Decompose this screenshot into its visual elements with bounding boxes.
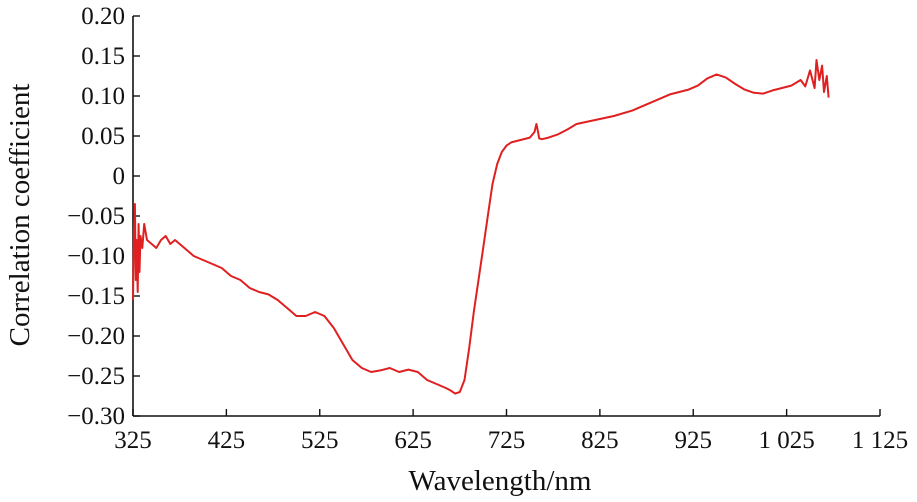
x-tick-label: 325	[114, 427, 152, 454]
x-tick-label: 625	[394, 427, 432, 454]
y-tick-label: 0.20	[81, 3, 125, 30]
x-tick-label: 925	[675, 427, 713, 454]
chart-axes	[132, 16, 880, 417]
y-tick-label: 0	[113, 163, 126, 190]
x-axis-title: Wavelength/nm	[409, 465, 592, 497]
x-tick-label: 525	[301, 427, 339, 454]
y-tick-label: −0.05	[67, 203, 125, 230]
y-tick-label: −0.25	[67, 363, 125, 390]
plot-area	[132, 59, 830, 395]
y-tick-label: 0.10	[81, 83, 125, 110]
chart-ticks: 0.20 0.15 0.10 0.05 0 −0.05 −0.10 −0.15 −0.20 −0.…	[67, 3, 908, 454]
y-tick-label: −0.30	[67, 403, 125, 430]
x-tick-label: 1 125	[852, 427, 908, 454]
x-tick-label: 425	[208, 427, 246, 454]
y-tick-label: −0.15	[67, 283, 125, 310]
y-tick-label: −0.20	[67, 323, 125, 350]
series-line	[132, 59, 830, 395]
x-tick-label: 1 025	[759, 427, 815, 454]
y-tick-label: −0.10	[67, 243, 125, 270]
y-tick-label: 0.15	[81, 43, 125, 70]
y-axis-title: Correlation coefficient	[4, 84, 36, 347]
y-tick-label: 0.05	[81, 123, 125, 150]
x-tick-label: 725	[488, 427, 526, 454]
x-tick-label: 825	[581, 427, 619, 454]
